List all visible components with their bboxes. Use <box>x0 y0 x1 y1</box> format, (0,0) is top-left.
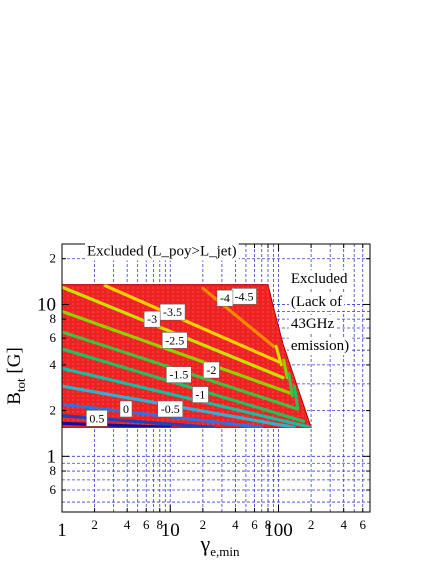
y-tick-label: 8 <box>50 463 57 478</box>
excluded-right-label: emission) <box>291 338 349 354</box>
y-tick-label: 6 <box>50 330 57 345</box>
x-tick-label: 4 <box>232 517 239 532</box>
contour-label-box <box>216 289 234 307</box>
x-tick-label: 6 <box>360 517 367 532</box>
contour-line <box>62 309 293 395</box>
contour-label: -2.5 <box>165 333 184 347</box>
x-tick-label: 1 <box>57 520 67 541</box>
contour-label-box <box>192 386 209 403</box>
x-tick-label: 8 <box>157 517 164 532</box>
contour-line <box>201 286 276 348</box>
edge-stroke <box>282 358 289 380</box>
annotation-background <box>288 270 350 289</box>
annotation-background <box>84 242 239 261</box>
x-tick-label: 8 <box>265 517 272 532</box>
x-tick-label: 100 <box>264 520 293 541</box>
contour-line <box>103 284 281 364</box>
contour-label: -1.5 <box>169 368 188 382</box>
y-axis-title-main: B <box>4 392 25 405</box>
axis-titles: γe,min Btot [G] <box>4 347 240 559</box>
excluded-right-label: (Lack of <box>291 294 342 310</box>
y-axis-title: Btot [G] <box>4 347 28 405</box>
contour-label-box <box>166 366 192 383</box>
y-tick-label: 2 <box>50 251 57 266</box>
contour-label: 0.5 <box>89 411 104 425</box>
x-tick-label: 4 <box>340 517 347 532</box>
contour-line <box>62 366 312 428</box>
x-tick-label: 10 <box>161 520 180 541</box>
contour-label-box <box>119 400 133 418</box>
annotation-background <box>288 314 337 333</box>
x-tick-label: 6 <box>143 517 150 532</box>
y-tick-label: 6 <box>50 482 57 497</box>
contour-label-box <box>143 310 161 328</box>
annotations: Excluded (L_poy>L_jet) Excluded (Lack of 43… <box>84 242 352 356</box>
x-tick-label: 2 <box>200 517 207 532</box>
contour-label-box <box>86 410 108 427</box>
excluded-right-label: Excluded <box>291 271 348 287</box>
x-axis-title-subscript: e,min <box>210 544 240 559</box>
contour-label: 0 <box>123 402 129 416</box>
contour-label: -3.5 <box>163 305 182 319</box>
contour-label: -4.5 <box>235 289 254 303</box>
annotation-background <box>288 337 352 356</box>
contour-label: -2 <box>206 363 216 377</box>
y-tick-label: 1 <box>47 446 57 467</box>
y-axis-title-unit: [G] <box>4 347 25 378</box>
y-axis-title-subscript: tot <box>13 378 28 392</box>
edge-stroke <box>287 372 294 398</box>
contour-label: -3 <box>147 312 157 326</box>
excluded-top-label: Excluded (L_poy>L_jet) <box>87 244 237 260</box>
x-axis-title-main: γ <box>200 531 211 556</box>
y-tick-label: 10 <box>37 294 56 315</box>
edge-stroke <box>274 344 283 367</box>
x-tick-label: 2 <box>308 517 315 532</box>
annotation-background <box>288 292 345 311</box>
contour-line <box>62 347 306 423</box>
contour-label-box <box>161 332 188 349</box>
contour-label: -0.5 <box>161 402 180 416</box>
x-axis-title: γe,min <box>200 531 240 559</box>
contour-label-box <box>203 361 220 379</box>
contour-line <box>62 421 172 428</box>
excluded-right-label: 43GHz <box>291 316 335 332</box>
edge-stroke <box>292 384 300 409</box>
contour-label-box <box>157 400 184 418</box>
x-tick-label: 4 <box>124 517 131 532</box>
contour-label: -4 <box>220 291 230 305</box>
x-tick-label: 6 <box>251 517 258 532</box>
y-tick-label: 2 <box>50 403 57 418</box>
y-tick-label: 4 <box>50 357 57 372</box>
x-tick-label: 2 <box>91 517 98 532</box>
contour-labels: -4.5 -4 -3.5 -3 -2.5 -2 -1.5 -1 -0.5 0 0.5 <box>86 288 257 427</box>
contour-label: -1 <box>195 388 205 402</box>
y-tick-label: 8 <box>50 311 57 326</box>
